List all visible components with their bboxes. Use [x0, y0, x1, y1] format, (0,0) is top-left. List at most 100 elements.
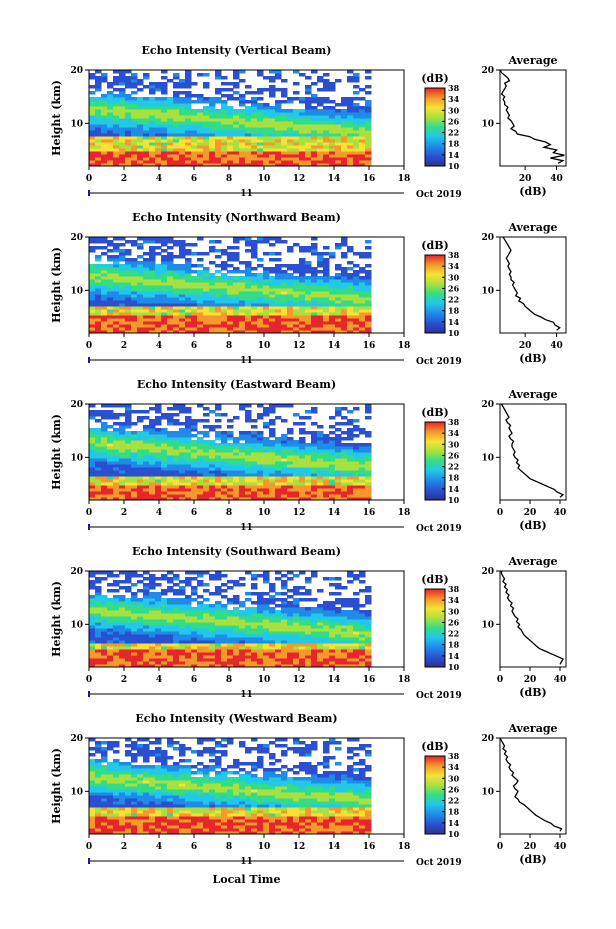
heatmap-cell: [227, 470, 234, 474]
heatmap-cell: [89, 610, 96, 614]
heatmap-cell: [311, 634, 318, 638]
heatmap-cell: [209, 312, 216, 316]
heatmap-cell: [119, 279, 126, 283]
heatmap-cell: [215, 655, 222, 659]
heatmap-cell: [209, 124, 216, 128]
heatmap-cell: [149, 497, 156, 501]
heatmap-cell: [317, 294, 324, 298]
heatmap-cell: [323, 124, 330, 128]
heatmap-cell: [287, 601, 294, 605]
heatmap-cell: [299, 598, 306, 602]
heatmap-cell: [167, 434, 174, 438]
heatmap-cell: [263, 485, 270, 489]
heatmap-cell: [119, 309, 126, 313]
heatmap-cell: [119, 255, 126, 259]
heatmap-cell: [275, 142, 282, 146]
heatmap-cell: [317, 619, 324, 623]
heatmap-cell: [215, 300, 222, 304]
heatmap-cell: [323, 455, 330, 459]
heatmap-cell: [257, 476, 264, 480]
heatmap-cell: [239, 485, 246, 489]
heatmap-cell: [149, 628, 156, 632]
heatmap-cell: [119, 413, 126, 417]
heatmap-cell: [323, 82, 330, 86]
heatmap-cell: [197, 652, 204, 656]
heatmap-cell: [347, 103, 354, 107]
heatmap-cell: [149, 82, 156, 86]
heatmap-cell: [311, 598, 318, 602]
heatmap-cell: [311, 124, 318, 128]
heatmap-cell: [203, 440, 210, 444]
heatmap-cell: [365, 443, 372, 447]
heatmap-cell: [239, 318, 246, 322]
heatmap-cell: [311, 652, 318, 656]
colorbar-tick-label: 14: [448, 484, 460, 494]
heatmap-cell: [131, 625, 138, 629]
heatmap-cell: [185, 127, 192, 131]
heatmap-cell: [197, 160, 204, 164]
heatmap-cell: [215, 491, 222, 495]
heatmap-cell: [245, 288, 252, 292]
heatmap-cell: [191, 139, 198, 143]
heatmap-cell: [173, 479, 180, 483]
heatmap-cell: [209, 112, 216, 116]
heatmap-cell: [143, 494, 150, 498]
heatmap-cell: [317, 76, 324, 80]
heatmap-cell: [293, 312, 300, 316]
heatmap-cell: [101, 94, 108, 98]
heatmap-cell: [101, 106, 108, 110]
heatmap-cell: [293, 482, 300, 486]
heatmap-cell: [95, 157, 102, 161]
heatmap-cell: [323, 133, 330, 137]
profile-title: Average: [507, 221, 557, 234]
heatmap-cell: [269, 652, 276, 656]
heatmap-cell: [197, 664, 204, 668]
heatmap-cell: [233, 157, 240, 161]
heatmap-cell: [161, 428, 168, 432]
heatmap-cell: [203, 157, 210, 161]
heatmap-cell: [209, 497, 216, 501]
heatmap-cell: [299, 446, 306, 450]
heatmap-cell: [155, 437, 162, 441]
heatmap-cell: [233, 151, 240, 155]
heatmap-cell: [173, 148, 180, 152]
heatmap-cell: [95, 467, 102, 471]
heatmap-cell: [179, 273, 186, 277]
heatmap-cell: [113, 297, 120, 301]
heatmap-cell: [209, 637, 216, 641]
heatmap-cell: [113, 112, 120, 116]
heatmap-cell: [185, 243, 192, 247]
heatmap-cell: [335, 476, 342, 480]
heatmap-cell: [131, 243, 138, 247]
heatmap-cell: [353, 488, 360, 492]
heatmap-cell: [155, 288, 162, 292]
heatmap-cell: [143, 437, 150, 441]
heatmap-cell: [137, 637, 144, 641]
heatmap-cell: [353, 291, 360, 295]
heatmap-cell: [269, 145, 276, 149]
heatmap-cell: [143, 607, 150, 611]
heatmap-cell: [245, 142, 252, 146]
heatmap-cell: [293, 306, 300, 310]
heatmap-cell: [167, 285, 174, 289]
heatmap-cell: [107, 157, 114, 161]
heatmap-cell: [335, 407, 342, 411]
heatmap-cell: [143, 491, 150, 495]
heatmap-cell: [329, 157, 336, 161]
heatmap-cell: [287, 664, 294, 668]
heatmap-cell: [329, 303, 336, 307]
heatmap-cell: [143, 428, 150, 432]
heatmap-cell: [281, 79, 288, 83]
heatmap-cell: [101, 458, 108, 462]
heatmap-cell: [179, 288, 186, 292]
heatmap-cell: [131, 658, 138, 662]
heatmap-cell: [293, 142, 300, 146]
heatmap-cell: [287, 613, 294, 617]
heatmap-cell: [107, 324, 114, 328]
heatmap-cell: [245, 309, 252, 313]
heatmap-cell: [287, 488, 294, 492]
heatmap-cell: [95, 461, 102, 465]
heatmap-cell: [125, 103, 132, 107]
heatmap-cell: [149, 303, 156, 307]
heatmap-cell: [299, 270, 306, 274]
